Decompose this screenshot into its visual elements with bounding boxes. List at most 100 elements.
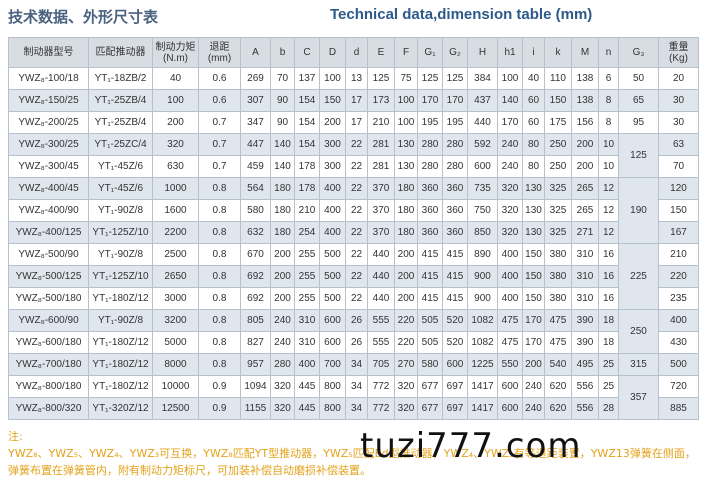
table-cell: 34 [345,397,368,420]
table-cell: 520 [442,309,468,332]
table-cell: 390 [571,309,599,332]
table-cell: 592 [467,133,498,156]
table-cell: 150 [658,199,699,222]
table-cell: 170 [442,89,468,112]
table-cell: 310 [571,287,599,310]
column-header: G₃ [618,37,659,68]
table-cell: 95 [618,111,659,134]
table-cell: 17 [345,111,368,134]
table-cell: 130 [394,133,418,156]
table-cell: YWZ₈-500/90 [8,243,89,266]
table-cell: 280 [417,155,443,178]
table-cell: 677 [417,375,443,398]
table-cell: YWZ₈-200/25 [8,111,89,134]
table-cell: 400 [658,309,699,332]
table-cell: 34 [345,353,368,376]
table-cell: YWZ₈-500/125 [8,265,89,288]
column-header: 退距 (mm) [198,37,241,68]
table-cell: 3200 [152,309,199,332]
table-cell: 495 [571,353,599,376]
table-row: YWZ₈-400/125 YT₁-125Z/10 2200 0.8 632 180 254 4… [8,221,699,244]
table-cell: YT₁-180Z/12 [88,353,153,376]
title-en: Technical data,dimension table (mm) [330,6,593,23]
table-cell: YT₁-125Z/10 [88,221,153,244]
table-row: YWZ₈-200/25 YT₁-25ZB/4 200 0.7 347 90 154 200 17… [8,111,699,134]
table-cell: 75 [394,67,418,90]
table-cell: 125 [442,67,468,90]
table-cell: 180 [270,199,295,222]
table-cell: 384 [467,67,498,90]
table-cell: 1225 [467,353,498,376]
table-cell: 265 [571,199,599,222]
table-cell: 220 [394,309,418,332]
table-cell: 269 [240,67,271,90]
table-cell: 850 [467,221,498,244]
table-cell: 540 [544,353,572,376]
table-cell: 210 [658,243,699,266]
table-cell: 138 [571,89,599,112]
table-cell: YT₁-90Z/8 [88,309,153,332]
table-cell: YT₁-125Z/10 [88,265,153,288]
column-header: 制动力矩 (N.m) [152,37,199,68]
table-cell: 1417 [467,375,498,398]
table-row: YWZ₈-500/125 YT₁-125Z/10 2650 0.8 692 200 255 5… [8,265,699,288]
table-cell: 280 [442,133,468,156]
table-cell: 3000 [152,287,199,310]
table-cell: YWZ₈-800/320 [8,397,89,420]
table-cell: 22 [345,133,368,156]
table-cell: 8000 [152,353,199,376]
table-cell: 130 [522,177,545,200]
table-cell: 12 [598,177,619,200]
table-row: YWZ₈-300/25 YT₁-25ZC/4 320 0.7 447 140 154 300 2… [8,133,699,178]
table-cell: 505 [417,331,443,354]
table-cell: 25 [598,353,619,376]
table-cell: 360 [417,177,443,200]
table-cell: 620 [544,375,572,398]
table-cell: 370 [367,177,395,200]
table-row: YWZ₈-400/90 YT₁-90Z/8 1600 0.8 580 180 210 400 2… [8,199,699,222]
table-cell: 300 [319,133,346,156]
table-cell: 22 [345,177,368,200]
table-cell: YT₁-25ZB/4 [88,89,153,112]
table-cell: 475 [544,331,572,354]
table-cell: 415 [442,287,468,310]
table-cell: 200 [571,155,599,178]
table-cell: 360 [442,199,468,222]
table-cell: 190 [618,177,659,244]
table-cell: 70 [270,67,295,90]
table-cell: 1094 [240,375,271,398]
table-cell: 170 [417,89,443,112]
table-cell: 400 [319,177,346,200]
table-cell: 415 [417,287,443,310]
table-cell: 30 [658,111,699,134]
table-cell: 22 [345,243,368,266]
table-cell: 154 [294,133,320,156]
table-cell: 390 [571,331,599,354]
table-cell: 180 [394,221,418,244]
table-cell: 150 [522,265,545,288]
table-cell: 772 [367,397,395,420]
table-cell: 705 [367,353,395,376]
table-cell: 138 [571,67,599,90]
table-cell: 240 [270,331,295,354]
table-cell: 0.8 [198,199,241,222]
table-cell: 22 [345,199,368,222]
table-cell: 555 [367,331,395,354]
table-cell: 125 [367,67,395,90]
table-cell: 240 [522,397,545,420]
table-cell: 220 [394,331,418,354]
table-cell: 280 [442,155,468,178]
table-cell: 475 [497,309,523,332]
table-cell: 347 [240,111,271,134]
table-cell: 120 [658,177,699,200]
table-cell: 130 [522,221,545,244]
table-cell: 556 [571,397,599,420]
table-cell: YT₁-25ZB/4 [88,111,153,134]
table-cell: 440 [467,111,498,134]
table-cell: 315 [618,353,659,376]
column-header: A [240,37,271,68]
table-cell: 800 [319,397,346,420]
table-cell: 250 [618,309,659,354]
table-cell: 140 [270,155,295,178]
